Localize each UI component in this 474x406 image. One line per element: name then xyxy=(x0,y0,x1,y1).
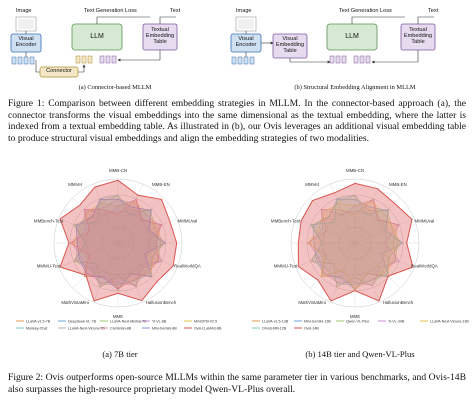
radar-series-polygon xyxy=(310,195,403,286)
legend-label: MiniCPM-V2.5 xyxy=(194,320,217,324)
legend-label: Monkey-Chat xyxy=(26,327,47,331)
figure-1-caption: Figure 1: Comparison between different e… xyxy=(8,98,466,144)
legend-label: LLaVA-Next-Vicuna-13B xyxy=(430,320,469,324)
radar-spoke xyxy=(117,242,178,268)
loss-label-b: Text Generation Loss xyxy=(339,8,392,14)
radar-spoke xyxy=(72,242,119,289)
radar-spoke xyxy=(354,242,415,268)
radar-axis-label: RealWorldQA xyxy=(411,264,438,269)
radar-spoke xyxy=(93,242,119,303)
loss-label-a: Text Generation Loss xyxy=(84,8,137,14)
radar-series-polygon xyxy=(75,199,163,288)
radar-spoke xyxy=(117,242,143,303)
visual-encoder-label-a: Visual Encoder xyxy=(15,36,37,48)
radar-spoke xyxy=(354,242,380,303)
radar-axis-label: HallusionBench xyxy=(383,300,414,305)
figure-2b-caption: (b) 14B tier and Qwen-VL-Plus xyxy=(305,349,415,359)
radar-axis-label: MathVistaMini xyxy=(298,300,326,305)
radar-spoke xyxy=(354,183,380,244)
radar-series-polygon xyxy=(69,198,162,289)
radar-axis-label: RealWorldQA xyxy=(174,264,201,269)
radar-spoke xyxy=(117,242,164,289)
visual-encoder-label-b: Visual Encoder xyxy=(235,36,257,48)
figure-2-left: MMB-CN MMB-EN MMMUval RealWorldQA HallusionB… xyxy=(4,163,232,348)
radar-axis-label: MMVet xyxy=(305,182,319,187)
radar-spoke xyxy=(295,218,356,244)
legend-label: Qwen-VL-Plus xyxy=(346,320,369,324)
radar-series-polygon xyxy=(59,179,178,302)
text-label-b: Text xyxy=(428,8,439,14)
radar-axis-label: MMMU-Test xyxy=(274,264,298,269)
figure-2-right: MMB-CN MMB-EN MMMUval RealWorldQA HallusionB… xyxy=(240,163,470,348)
image-label-a: Image xyxy=(16,8,32,14)
legend-label: Mini-Gemini-13B xyxy=(304,320,331,324)
radar-series-polygon xyxy=(308,199,400,286)
radar-axis-label: MME xyxy=(113,314,123,319)
llm-label-b: LLM xyxy=(345,33,359,41)
legend-label: Ovis-14B xyxy=(304,327,319,331)
panel-b xyxy=(230,16,436,65)
radar-axis-label: MMB-EN xyxy=(152,182,170,187)
radar-spoke xyxy=(309,197,356,244)
radar-series-polygon xyxy=(310,195,399,288)
legend-label: Yi-VL-34B xyxy=(388,320,405,324)
radar-axis-label: MMMUval xyxy=(178,218,198,223)
radar-axis-label: MMBench-Test xyxy=(34,218,64,223)
radar-axis-label: MMB-EN xyxy=(389,182,407,187)
radar-series-polygon xyxy=(313,198,404,291)
radar-spoke xyxy=(58,218,119,244)
legend-label: OmniLMM-12B xyxy=(262,327,287,331)
radar-axis-label: MMBench-Test xyxy=(271,218,301,223)
figure-2-caption: Figure 2: Ovis outperforms open-source M… xyxy=(8,372,466,395)
legend-label: Yi-VL-6B xyxy=(152,320,167,324)
legend-label: Mini-Gemini-8B xyxy=(152,327,177,331)
image-label-b: Image xyxy=(236,8,252,14)
radar-spoke xyxy=(93,183,119,244)
connector-label: Connector xyxy=(46,68,72,75)
radar-spoke xyxy=(354,242,401,289)
text-label-a: Text xyxy=(170,8,181,14)
textual-table-label-a: Textual Embedding Table xyxy=(145,27,175,45)
radar-spoke xyxy=(330,242,356,303)
textual-table-label-b: Textual Embedding Table xyxy=(403,27,433,45)
legend-label: Cambrian-8B xyxy=(110,327,132,331)
figure-2a-caption: (a) 7B tier xyxy=(102,349,138,359)
legend-label: DeepSeek-VL-7B xyxy=(68,320,97,324)
panel-a xyxy=(10,16,178,78)
radar-series-polygon xyxy=(73,195,162,288)
figure-1: Image Visual Encoder LLM Textual Embeddi… xyxy=(0,0,474,95)
llm-label-a: LLM xyxy=(90,33,104,41)
radar-axis-label: MMMU-Test xyxy=(37,264,61,269)
radar-axis-label: HallusionBench xyxy=(146,300,177,305)
legend-label: LLaVA-Next-Mistral-7B xyxy=(110,320,147,324)
legend-label: LLaVA-Next-Vicuna-7B xyxy=(68,327,105,331)
legend-label: LLaVA-v1.5-13B xyxy=(262,320,289,324)
radar-axis-label: MMVet xyxy=(68,182,82,187)
radar-chart-7b: MMB-CN MMB-EN MMMUval RealWorldQA HallusionB… xyxy=(16,168,222,331)
radar-spoke xyxy=(117,183,143,244)
visual-table-label-b: Visual Embedding Table xyxy=(275,36,305,54)
radar-chart-14b: MMB-CN MMB-EN MMMUval RealWorldQA HallusionB… xyxy=(252,168,469,331)
radar-series-polygon xyxy=(75,198,167,290)
radar-series-polygon xyxy=(297,182,414,302)
radar-axis-label: MMB-CN xyxy=(346,168,364,173)
radar-axis-label: MMMUval xyxy=(415,218,435,223)
figure-1-diagram xyxy=(10,16,436,78)
radar-axis-label: MathVistaMini xyxy=(61,300,89,305)
radar-spoke xyxy=(330,183,356,244)
legend-label: Ovis-LLaMA3-8B xyxy=(194,327,222,331)
radar-series-polygon xyxy=(73,195,166,286)
panel-b-caption: (b) Structural Embedding Alignment in ML… xyxy=(294,84,416,91)
radar-spoke xyxy=(309,242,356,289)
radar-axis-label: MMB-CN xyxy=(109,168,127,173)
panel-a-caption: (a) Connector-based MLLM xyxy=(78,84,152,91)
radar-axis-label: MME xyxy=(350,314,360,319)
legend-label: LLaVA-v1.5-7B xyxy=(26,320,51,324)
